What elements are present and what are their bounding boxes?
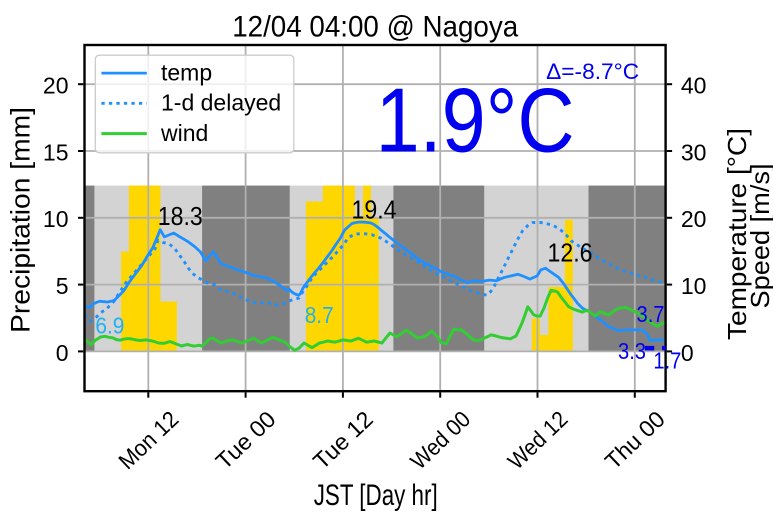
- svg-text:18.3: 18.3: [158, 203, 203, 231]
- svg-text:15: 15: [43, 139, 69, 165]
- svg-text:30: 30: [681, 139, 707, 165]
- svg-text:Speed [m/s]: Speed [m/s]: [745, 164, 773, 309]
- svg-text:temp: temp: [161, 60, 212, 86]
- svg-text:6.9: 6.9: [95, 312, 124, 338]
- svg-text:10: 10: [681, 273, 707, 299]
- svg-text:20: 20: [43, 73, 69, 99]
- svg-text:wind: wind: [160, 120, 208, 146]
- svg-text:3.7: 3.7: [637, 301, 665, 327]
- svg-text:12.6: 12.6: [548, 240, 593, 268]
- svg-text:1.9°C: 1.9°C: [376, 70, 575, 171]
- svg-text:0: 0: [681, 340, 694, 366]
- svg-text:0: 0: [56, 340, 69, 366]
- svg-text:10: 10: [43, 206, 69, 232]
- svg-text:1-d delayed: 1-d delayed: [161, 90, 281, 116]
- svg-text:5: 5: [56, 273, 69, 299]
- svg-text:JST [Day hr]: JST [Day hr]: [314, 479, 438, 512]
- svg-text:12/04 04:00 @ Nagoya: 12/04 04:00 @ Nagoya: [232, 10, 518, 43]
- svg-text:19.4: 19.4: [352, 197, 397, 225]
- svg-text:1.7: 1.7: [653, 348, 681, 374]
- svg-text:8.7: 8.7: [305, 302, 334, 328]
- svg-text:3.3: 3.3: [618, 338, 646, 364]
- svg-text:Δ=-8.7°C: Δ=-8.7°C: [546, 59, 639, 84]
- svg-text:20: 20: [681, 206, 707, 232]
- svg-text:Temperature [°C]: Temperature [°C]: [722, 128, 752, 340]
- svg-text:Precipitation [mm]: Precipitation [mm]: [6, 107, 36, 333]
- svg-text:40: 40: [681, 73, 707, 99]
